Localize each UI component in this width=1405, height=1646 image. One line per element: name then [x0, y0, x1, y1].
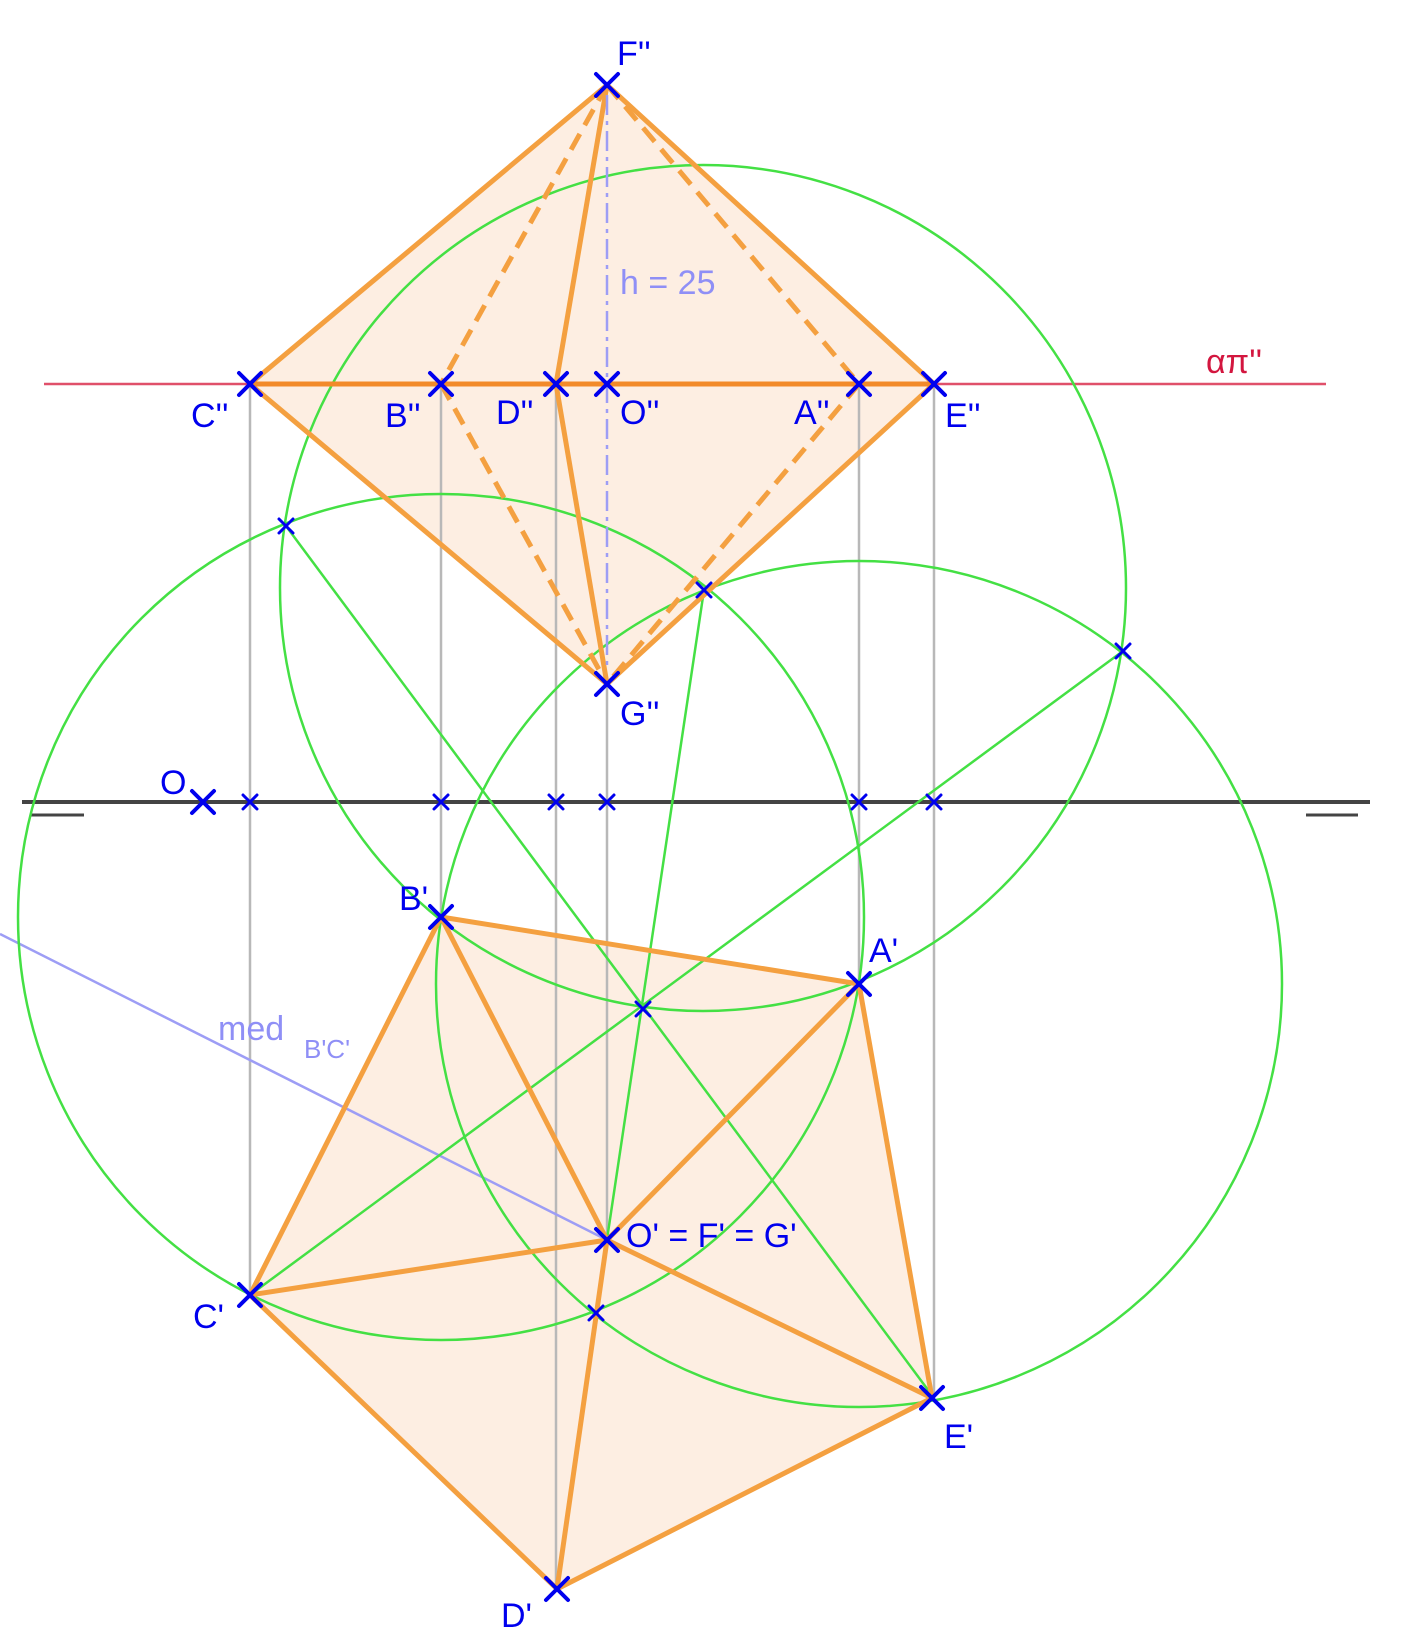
mediatrix-line — [0, 932, 608, 1242]
hidden-edge-b-g — [438, 382, 610, 686]
label-d1: D' — [501, 1597, 532, 1635]
ground-point-a-marker — [850, 793, 868, 811]
top-view-edge-o-b — [438, 915, 610, 1242]
intersection-point-2 — [695, 581, 713, 599]
label-d2: D'' — [496, 394, 534, 432]
ground-point-d-marker — [547, 793, 565, 811]
point-o2-marker — [594, 371, 620, 397]
point-e1-marker — [919, 1385, 945, 1411]
label-mediatrix-subscript: B'C' — [304, 1034, 350, 1064]
ground-point-b-marker — [432, 793, 450, 811]
hidden-edge-f-a — [605, 83, 861, 386]
construction-circle-left — [16, 492, 866, 1342]
ground-point-o-marker — [598, 793, 616, 811]
label-a1: A' — [869, 932, 898, 970]
point-f2-marker — [594, 72, 620, 98]
label-f2: F'' — [617, 35, 651, 73]
label-e2: E'' — [945, 397, 981, 435]
label-g2: G'' — [620, 695, 659, 733]
label-o2: O'' — [620, 394, 659, 432]
point-b2-marker — [428, 371, 454, 397]
point-e2-marker — [921, 371, 947, 397]
label-b1: B' — [399, 880, 428, 918]
point-d1-marker — [544, 1576, 570, 1602]
point-labels: F'' C'' B'' D'' O'' A'' E'' G'' O B' A' … — [160, 35, 1262, 1635]
label-o: O — [160, 764, 186, 802]
construction-circle-right — [434, 559, 1284, 1409]
label-c1: C' — [193, 1298, 224, 1336]
ground-point-c-marker — [241, 793, 259, 811]
intersection-point-1 — [277, 517, 295, 535]
top-view-edge-o-c — [249, 1237, 608, 1298]
label-plane-trace: απ'' — [1206, 343, 1262, 381]
point-markers — [190, 72, 1132, 1602]
intersection-point-3 — [1114, 642, 1132, 660]
label-a2: A'' — [794, 394, 830, 432]
label-c2: C'' — [191, 397, 229, 435]
ground-point-e-marker — [925, 793, 943, 811]
label-mediatrix: med — [218, 1010, 284, 1048]
top-view-pentagon-faces — [250, 917, 932, 1589]
construction-circle-top — [278, 163, 1128, 1013]
label-o1: O' = F' = G' — [626, 1217, 797, 1255]
point-a2-marker — [846, 371, 872, 397]
top-view-edge-o-e — [605, 1237, 934, 1401]
top-view-pentagon-fill — [250, 917, 932, 1589]
top-view-edges — [247, 914, 935, 1592]
point-d2-marker — [543, 371, 569, 397]
point-g2-marker — [594, 671, 620, 697]
label-b2: B'' — [385, 397, 421, 435]
label-e1: E' — [944, 1418, 973, 1456]
top-view-edge-o-d — [554, 1239, 610, 1590]
point-o1-marker — [594, 1227, 620, 1253]
ground-line-group — [22, 800, 1370, 817]
projection-lines — [248, 384, 936, 1589]
front-view-edges — [247, 82, 937, 687]
construction-line-1 — [284, 525, 936, 1399]
label-height: h = 25 — [620, 264, 715, 302]
intersection-point-5 — [587, 1304, 605, 1322]
point-c2-marker — [237, 371, 263, 397]
front-view-edge-f-d — [553, 84, 610, 385]
construction-line-2 — [249, 649, 1124, 1297]
intersection-point-4 — [634, 1000, 652, 1018]
top-view-pentagon-outline — [247, 914, 935, 1592]
point-a1-marker — [846, 971, 872, 997]
front-view-edge-d-g — [553, 383, 610, 685]
construction-geometry — [16, 163, 1284, 1409]
hidden-edge-f-b — [438, 83, 610, 386]
point-o-marker — [190, 789, 216, 815]
top-view-edge-o-a — [605, 982, 861, 1242]
hidden-edge-a-g — [605, 382, 861, 686]
point-b1-marker — [428, 904, 454, 930]
point-c1-marker — [237, 1282, 263, 1308]
